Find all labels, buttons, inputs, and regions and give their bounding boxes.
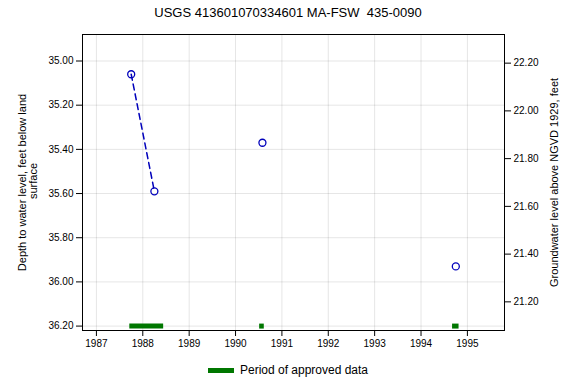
svg-text:21.60: 21.60 (514, 201, 539, 212)
svg-text:35.00: 35.00 (48, 55, 73, 66)
svg-text:1992: 1992 (317, 338, 340, 349)
svg-text:1989: 1989 (178, 338, 201, 349)
svg-text:36.00: 36.00 (48, 276, 73, 287)
svg-text:1990: 1990 (224, 338, 247, 349)
svg-text:1994: 1994 (410, 338, 433, 349)
svg-text:36.20: 36.20 (48, 320, 73, 331)
svg-text:35.80: 35.80 (48, 232, 73, 243)
svg-text:1988: 1988 (132, 338, 155, 349)
svg-text:1993: 1993 (364, 338, 387, 349)
svg-text:35.40: 35.40 (48, 144, 73, 155)
html-text:USGS 413601070334601 MA-FSW 43: USGS 413601070334601 MA-FSW 435-0090 (154, 5, 422, 20)
svg-text:Depth to water level, feet bel: Depth to water level, feet below land su… (16, 94, 39, 271)
svg-text:35.60: 35.60 (48, 188, 73, 199)
svg-text:1995: 1995 (456, 338, 479, 349)
svg-text:22.00: 22.00 (514, 105, 539, 116)
html-text:Period of approved data: Period of approved data (240, 363, 368, 377)
svg-text:1987: 1987 (85, 338, 108, 349)
svg-text:1991: 1991 (271, 338, 294, 349)
svg-text:Groundwater level above NGVD 1: Groundwater level above NGVD 1929, feet (548, 78, 560, 287)
svg-text:21.80: 21.80 (514, 153, 539, 164)
svg-text:22.20: 22.20 (514, 57, 539, 68)
svg-text:35.20: 35.20 (48, 99, 73, 110)
svg-text:21.20: 21.20 (514, 296, 539, 307)
svg-text:21.40: 21.40 (514, 248, 539, 259)
